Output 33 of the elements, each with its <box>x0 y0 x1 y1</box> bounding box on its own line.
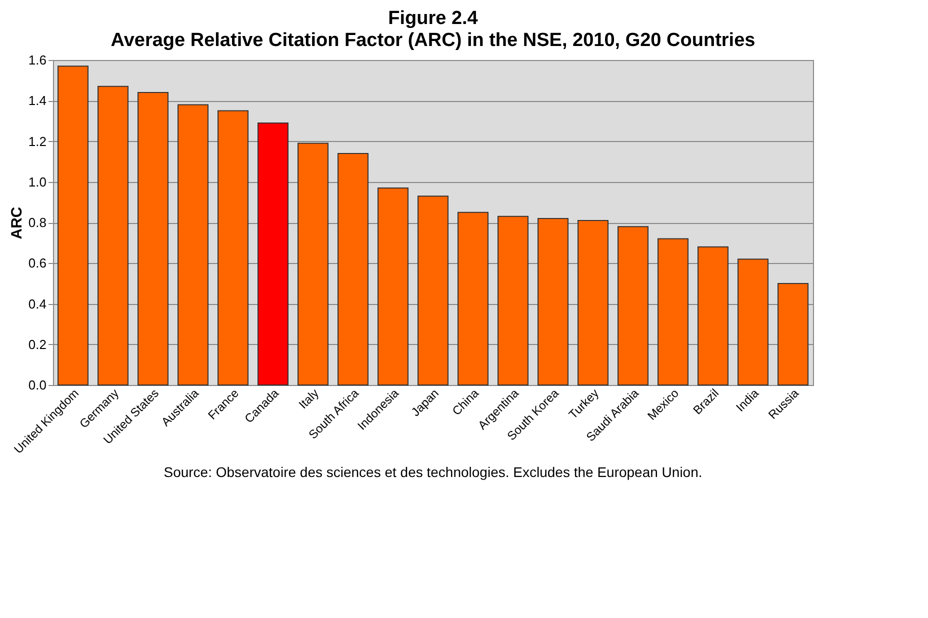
bar <box>258 122 288 386</box>
source-note: Source: Observatoire des sciences et des technologies. Excludes the European Union. <box>164 464 702 480</box>
y-tick-label: 0.0 <box>28 378 46 392</box>
bar <box>58 66 88 386</box>
bar <box>458 212 488 386</box>
x-tick-label: Italy <box>296 386 322 412</box>
bar <box>218 110 248 386</box>
bar <box>498 216 528 386</box>
bar <box>418 196 448 386</box>
y-tick-label: 1.0 <box>28 174 46 190</box>
y-tick-label: 1.6 <box>28 52 46 68</box>
bar <box>98 86 128 386</box>
y-tick-label: 0.2 <box>28 336 46 352</box>
bar <box>618 226 648 386</box>
bar <box>338 152 368 386</box>
y-tick-label: 0.4 <box>28 296 46 312</box>
y-tick-label: 0.8 <box>28 215 46 230</box>
y-tick-label: 1.2 <box>28 134 46 149</box>
bar <box>738 258 768 386</box>
y-tick-label: 1.4 <box>28 93 46 108</box>
bar <box>138 92 168 386</box>
bar <box>578 220 608 386</box>
bar <box>658 238 688 386</box>
y-axis-title: ARC <box>8 206 26 240</box>
y-tick-label: 0.6 <box>28 256 46 271</box>
chart-subtitle: Average Relative Citation Factor (ARC) in the NSE, 2010, G20 Countries <box>110 30 756 51</box>
bar <box>778 282 808 386</box>
bar <box>698 246 728 386</box>
bar <box>538 218 568 386</box>
bar <box>178 104 208 386</box>
bar <box>298 142 328 386</box>
chart-title: Figure 2.4 <box>388 8 478 29</box>
bar <box>378 187 408 386</box>
